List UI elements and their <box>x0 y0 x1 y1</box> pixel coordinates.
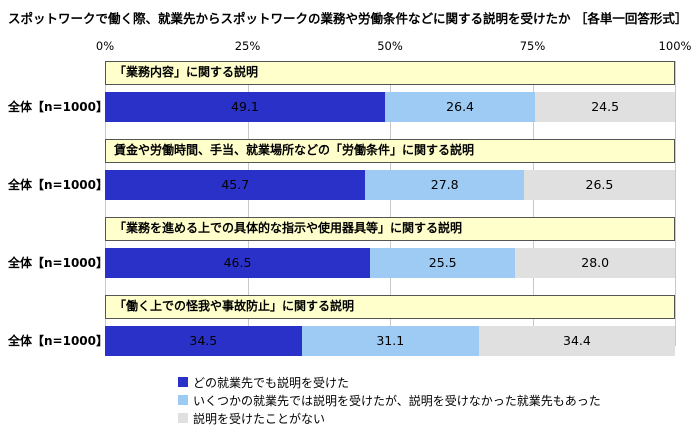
legend-label: 説明を受けたことがない <box>193 411 326 426</box>
chart-group: 賃金や労働時間、手当、就業場所などの「労働条件」に関する説明 全体【n=1000… <box>8 139 675 200</box>
row-label: 全体【n=1000】 <box>8 100 108 114</box>
gridline <box>247 61 249 346</box>
category-header: 賃金や労働時間、手当、就業場所などの「労働条件」に関する説明 <box>105 139 675 163</box>
chart-title: スポットワークで働く際、就業先からスポットワークの業務や労働条件などに関する説明… <box>8 11 688 26</box>
bar-segment-received-some: 26.4 <box>384 92 536 122</box>
axis-tick: 75% <box>519 39 546 53</box>
legend-swatch-not-received <box>178 413 188 423</box>
axis-tick: 50% <box>377 39 403 53</box>
axis-tick: 25% <box>234 39 261 53</box>
bar-row: 全体【n=1000】 45.7 27.8 26.5 <box>8 170 675 200</box>
gridline <box>390 61 391 346</box>
gridline <box>532 61 534 346</box>
bar-segment-received-all: 34.5 <box>105 326 302 356</box>
gridline <box>675 61 676 346</box>
legend-swatch-received-all <box>178 377 188 387</box>
bar-row: 全体【n=1000】 46.5 25.5 28.0 <box>8 248 675 278</box>
stacked-bar: 49.1 26.4 24.5 <box>105 92 675 122</box>
bar-segment-received-some: 31.1 <box>301 326 479 356</box>
bar-segment-received-all: 49.1 <box>105 92 385 122</box>
axis-tick: 0% <box>95 39 115 53</box>
legend-label: いくつかの就業先では説明を受けたが、説明を受けなかった就業先もあった <box>193 393 601 408</box>
legend: どの就業先でも説明を受けた いくつかの就業先では説明を受けたが、説明を受けなかっ… <box>178 373 690 427</box>
bar-segment-received-all: 46.5 <box>105 248 371 278</box>
stacked-bar: 34.5 31.1 34.4 <box>105 326 675 356</box>
row-label: 全体【n=1000】 <box>8 334 108 348</box>
stacked-bar: 46.5 25.5 28.0 <box>105 248 675 278</box>
legend-item: 説明を受けたことがない <box>178 409 690 427</box>
category-header: 「業務を進める上での具体的な指示や使用器具等」に関する説明 <box>105 217 675 241</box>
category-header: 「業務内容」に関する説明 <box>105 61 675 85</box>
legend-label: どの就業先でも説明を受けた <box>193 375 350 390</box>
bar-segment-not-received: 28.0 <box>515 248 675 278</box>
bar-segment-received-all: 45.7 <box>105 170 366 200</box>
legend-swatch-received-some <box>178 395 188 405</box>
bar-segment-received-some: 25.5 <box>370 248 516 278</box>
chart-area: 0% 25% 50% 75% 100% 「業務内容」に関する説明 全体【n=10… <box>8 39 692 356</box>
chart-group: 「業務を進める上での具体的な指示や使用器具等」に関する説明 全体【n=1000】… <box>8 217 675 278</box>
axis-tick: 100% <box>658 39 692 53</box>
bar-row: 全体【n=1000】 49.1 26.4 24.5 <box>8 92 675 122</box>
stacked-bar: 45.7 27.8 26.5 <box>105 170 675 200</box>
plot-area: 「業務内容」に関する説明 全体【n=1000】 49.1 26.4 24.5 賃… <box>8 61 676 356</box>
legend-item: どの就業先でも説明を受けた <box>178 373 690 391</box>
chart-group: 「業務内容」に関する説明 全体【n=1000】 49.1 26.4 24.5 <box>8 61 675 122</box>
bar-segment-not-received: 26.5 <box>523 170 675 200</box>
bar-segment-not-received: 34.4 <box>478 326 675 356</box>
chart-group: 「働く上での怪我や事故防止」に関する説明 全体【n=1000】 34.5 31.… <box>8 295 675 356</box>
x-axis: 0% 25% 50% 75% 100% <box>96 39 692 55</box>
bar-segment-received-some: 27.8 <box>365 170 524 200</box>
row-label: 全体【n=1000】 <box>8 256 108 270</box>
gridline <box>105 61 106 346</box>
bar-segment-not-received: 24.5 <box>535 92 675 122</box>
category-header: 「働く上での怪我や事故防止」に関する説明 <box>105 295 675 319</box>
legend-item: いくつかの就業先では説明を受けたが、説明を受けなかった就業先もあった <box>178 391 690 409</box>
bar-row: 全体【n=1000】 34.5 31.1 34.4 <box>8 326 675 356</box>
row-label: 全体【n=1000】 <box>8 178 108 192</box>
